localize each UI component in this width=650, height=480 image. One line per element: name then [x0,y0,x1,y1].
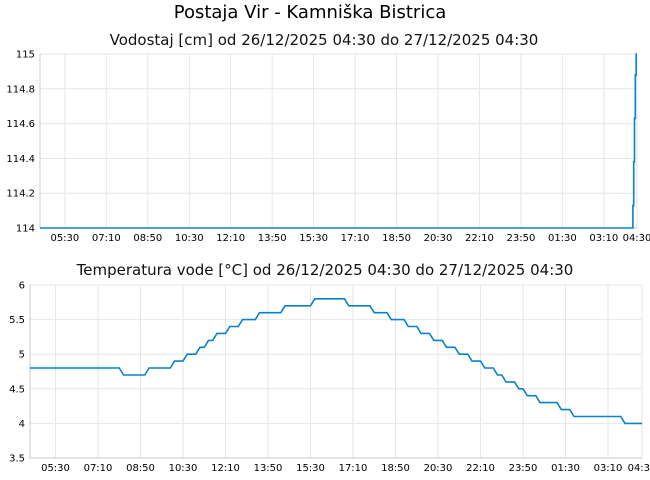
x-tick-label: 05:30 [41,463,70,474]
water-temperature-chart: 3.5 4 4.5 5 5.5 6 05:30 07:10 08:50 10:30 12:10 13:… [9,281,650,475]
chart-title-water-level: Vodostaj [cm] od 26/12/2025 04:30 do 27/… [109,31,539,49]
x-tick-label: 22:10 [465,233,494,244]
x-tick-label: 15:30 [299,233,328,244]
x-tick-label: 01:30 [551,463,580,474]
x-tick-label: 13:50 [254,463,283,474]
y-tick-label: 114.8 [6,84,35,95]
x-tick-label: 03:10 [594,463,623,474]
x-tick-label: 07:10 [84,463,113,474]
x-tick-label: 12:10 [211,463,240,474]
y-tick-label: 4.5 [9,384,25,395]
chart-main-title: Postaja Vir - Kamniška Bistrica [173,2,447,23]
x-tick-label: 15:30 [296,463,325,474]
x-tick-label: 01:30 [548,233,577,244]
x-tick-label: 23:50 [507,233,536,244]
series-line [30,297,642,425]
x-tick-label: 04:30 [628,463,650,474]
x-tick-label: 17:10 [341,233,370,244]
x-tick-label: 03:10 [589,233,618,244]
x-tick-label: 05:30 [50,233,79,244]
y-tick-label: 3.5 [9,454,25,465]
y-tick-label: 4 [19,419,25,430]
x-tick-label: 22:10 [466,463,495,474]
x-tick-label: 10:30 [175,233,204,244]
y-tick-label: 5 [19,350,25,361]
x-tick-label: 04:30 [623,233,650,244]
x-tick-label: 13:50 [258,233,287,244]
x-tick-label: 20:30 [424,233,453,244]
x-tick-label: 18:50 [381,463,410,474]
x-tick-label: 20:30 [424,463,453,474]
plot-area [40,54,637,228]
x-tick-label: 08:50 [126,463,155,474]
y-tick-label: 114.4 [6,154,35,165]
y-tick-label: 114.2 [6,189,35,200]
chart-title-water-temperature: Temperatura vode [°C] od 26/12/2025 04:3… [76,261,574,279]
plot-area [30,285,642,458]
x-tick-label: 08:50 [133,233,162,244]
y-tick-label: 114 [16,224,35,235]
water-level-chart: 114 114.2 114.4 114.6 114.8 115 05:30 07:10 08:5… [6,50,650,245]
x-tick-label: 07:10 [92,233,121,244]
series-line [40,53,638,229]
y-tick-label: 6 [19,281,25,292]
x-tick-label: 12:10 [216,233,245,244]
y-tick-label: 115 [16,50,35,61]
x-tick-label: 17:10 [339,463,368,474]
y-tick-label: 114.6 [6,119,35,130]
y-tick-label: 5.5 [9,315,25,326]
x-tick-label: 18:50 [382,233,411,244]
x-tick-label: 10:30 [169,463,198,474]
x-tick-label: 23:50 [509,463,538,474]
